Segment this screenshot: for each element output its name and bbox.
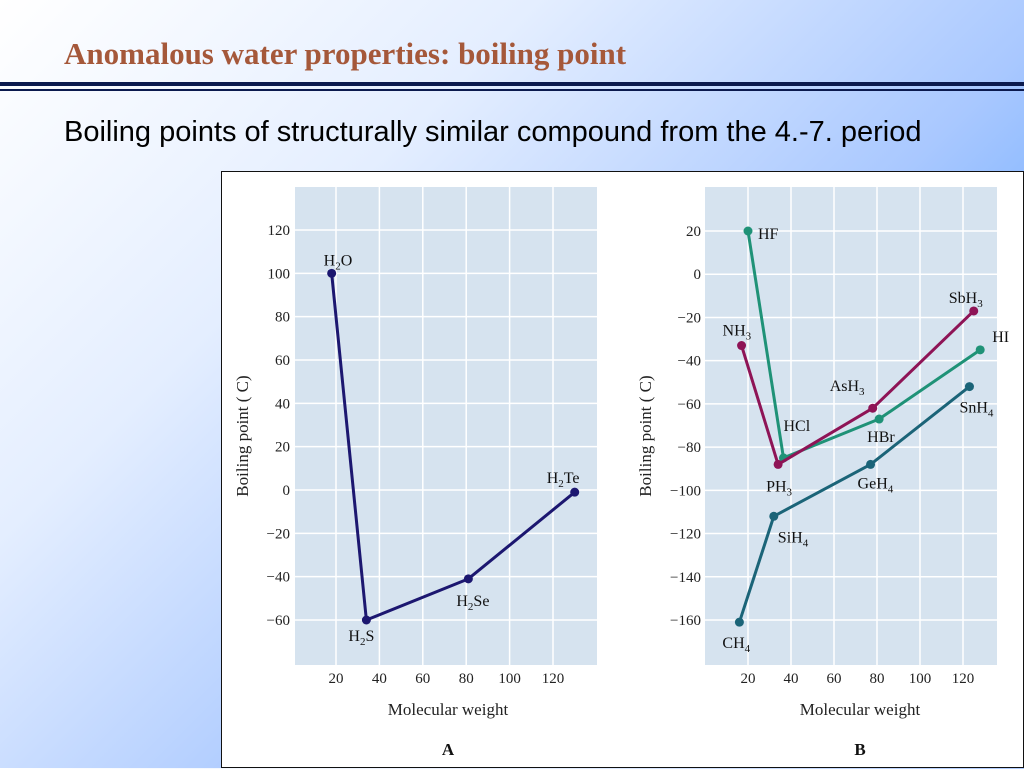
panel-b-point-label: GeH4 [858, 475, 894, 495]
panel-b-data-point [743, 226, 753, 236]
panel-b-point-label: NH3 [723, 323, 752, 343]
panel-b-y-tick-label: −120 [670, 527, 701, 543]
panel-a-x-axis-title: Molecular weight [388, 700, 509, 719]
panel-a-y-tick-label: −20 [267, 526, 290, 542]
panel-b-point-label: SnH4 [959, 400, 993, 420]
panel-b-y-axis-title: Boiling point ( C) [636, 375, 655, 496]
panel-a-y-tick-label: −40 [267, 570, 290, 586]
figure-panel: 20 40 60 80 100 120 −60 −40 −20 0 20 40 60 80 100 120 Mo… [221, 171, 1024, 768]
panel-b-data-point [734, 617, 744, 627]
panel-b-point-label: SiH4 [778, 529, 809, 549]
panel-b-x-tick-label: 80 [870, 671, 885, 687]
panel-a-data-point [361, 615, 371, 625]
panel-b-x-tick-label: 60 [827, 671, 842, 687]
panel-a-x-tick-label: 60 [415, 671, 430, 687]
panel-a-point-label: H2Te [547, 470, 580, 490]
panel-b-letter: B [854, 740, 865, 759]
panel-b-x-tick-label: 120 [952, 671, 975, 687]
panel-a-y-tick-label: 120 [268, 223, 291, 239]
panel-b-point-label: HCl [783, 418, 810, 435]
panel-b-point-label: SbH3 [949, 290, 983, 310]
panel-b-series-line [737, 385, 971, 623]
panel-b-data-point [866, 459, 876, 469]
panel-a-data-point [570, 487, 580, 497]
panel-b-x-tick-label: 40 [784, 671, 799, 687]
panel-a-x-tick-label: 120 [542, 671, 565, 687]
panel-b-chart: 20 40 60 80 100 120 −160 −140 −120 −100 −80 −60 −40 −… [636, 187, 1009, 759]
panel-b-point-label: AsH3 [830, 378, 865, 398]
panel-a-y-tick-label: 20 [275, 440, 290, 456]
panel-b-y-tick-label: −40 [678, 354, 701, 370]
panel-b-y-tick-label: −80 [678, 440, 701, 456]
boiling-point-charts: 20 40 60 80 100 120 −60 −40 −20 0 20 40 60 80 100 120 Mo… [233, 187, 1009, 759]
panel-a-x-tick-label: 40 [372, 671, 387, 687]
panel-a-y-tick-label: 100 [268, 266, 291, 282]
panel-b-y-tick-label: −100 [670, 483, 701, 499]
panel-b-series-line [746, 230, 982, 460]
panel-b-x-axis-title: Molecular weight [800, 700, 921, 719]
panel-b-data-point [975, 345, 985, 355]
panel-b-y-tick-label: 0 [694, 267, 702, 283]
panel-a-series-line [330, 273, 576, 622]
panel-b-x-tick-label: 100 [909, 671, 932, 687]
panel-a-data-point [327, 268, 337, 278]
panel-a-point-label: H2Se [456, 593, 489, 613]
panel-b-point-label: CH4 [722, 635, 750, 655]
body-text: Boiling points of structurally similar c… [64, 116, 922, 148]
panel-b-x-tick-label: 20 [741, 671, 756, 687]
panel-a-y-tick-label: 80 [275, 310, 290, 326]
panel-b-series-line [740, 309, 975, 466]
panel-b-y-tick-label: −20 [678, 310, 701, 326]
panel-b-y-tick-label: −60 [678, 397, 701, 413]
panel-b-point-label: HBr [867, 429, 895, 446]
panel-b-data-point [964, 382, 974, 392]
panel-a-plot-area [295, 187, 597, 665]
slide-title: Anomalous water properties: boiling poin… [64, 36, 627, 71]
panel-b-data-point [773, 459, 783, 469]
panel-a-x-tick-label: 20 [329, 671, 344, 687]
panel-b-data-point [737, 341, 747, 351]
panel-b-point-label: HF [758, 226, 779, 243]
panel-a-data-point [463, 574, 473, 584]
panel-b-data-point [868, 403, 878, 413]
panel-a-y-axis-title: Boiling point ( C) [233, 375, 252, 496]
panel-a-chart: 20 40 60 80 100 120 −60 −40 −20 0 20 40 60 80 100 120 Mo… [233, 187, 597, 759]
panel-b-point-label: HI [992, 329, 1009, 346]
panel-a-point-label: H2S [348, 628, 374, 648]
panel-b-data-point [769, 511, 779, 521]
panel-a-x-tick-label: 80 [459, 671, 474, 687]
panel-a-x-tick-label: 100 [498, 671, 520, 687]
panel-b-y-tick-label: −140 [670, 570, 701, 586]
panel-b-point-label: PH3 [766, 478, 792, 498]
panel-a-y-tick-label: 60 [275, 353, 290, 369]
title-divider-thin [0, 89, 1024, 91]
panel-a-letter: A [442, 740, 455, 759]
panel-a-y-tick-label: 0 [283, 483, 291, 499]
panel-b-y-tick-label: −160 [670, 613, 701, 629]
panel-a-point-label: H2O [324, 252, 353, 272]
panel-a-y-tick-label: −60 [267, 613, 290, 629]
panel-b-data-point [874, 414, 884, 424]
title-divider [0, 82, 1024, 86]
panel-b-y-tick-label: 20 [686, 224, 701, 240]
panel-a-y-tick-label: 40 [275, 396, 290, 412]
panel-b-data-point [969, 306, 979, 316]
